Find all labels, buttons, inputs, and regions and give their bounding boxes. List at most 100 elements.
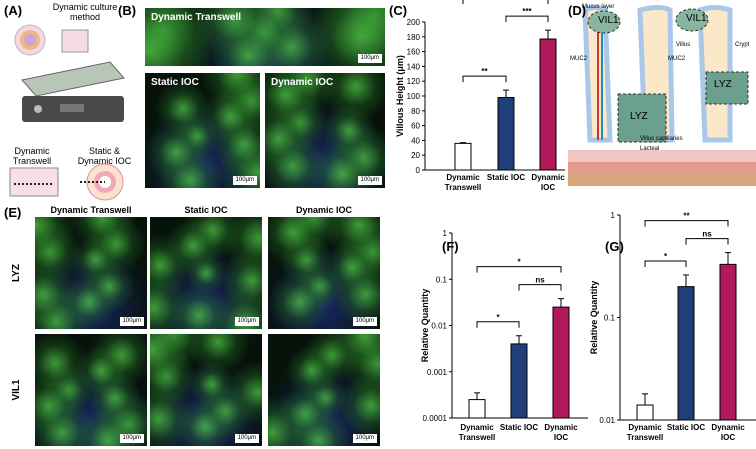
panel-a-title: Dynamic culture method bbox=[52, 2, 118, 22]
scale-bar: 100μm bbox=[234, 317, 259, 326]
significance-bracket bbox=[462, 75, 507, 83]
significance-bracket bbox=[644, 220, 729, 227]
y-tick-label: 0.1 bbox=[604, 314, 616, 323]
image-caption: Dynamic Transwell bbox=[151, 12, 242, 23]
y-tick-label: 0 bbox=[416, 166, 421, 175]
scale-bar: 100μm bbox=[352, 434, 377, 443]
micrograph: 100μm bbox=[268, 334, 380, 446]
significance-label: * bbox=[517, 258, 521, 267]
x-tick-label: Dynamic IOC bbox=[711, 423, 745, 442]
micrograph: 100μm bbox=[150, 217, 262, 329]
diagram-label: Villus bbox=[676, 42, 691, 48]
significance-bracket bbox=[644, 260, 687, 267]
significance-label: *** bbox=[522, 7, 532, 16]
diagram-label: Mucus layer bbox=[582, 4, 615, 10]
significance-bracket bbox=[518, 284, 562, 291]
panel-a-label: Static & Dynamic IOC bbox=[77, 146, 132, 166]
diagram-label: Crypt bbox=[735, 42, 750, 48]
y-tick-label: 1 bbox=[443, 229, 448, 238]
scale-bar: 100μm bbox=[357, 54, 382, 63]
bar bbox=[677, 286, 695, 421]
micrograph: Dynamic IOC 100μm bbox=[265, 73, 385, 188]
scale-bar: 100μm bbox=[232, 176, 257, 185]
significance-label: ** bbox=[683, 212, 690, 221]
bar bbox=[510, 343, 528, 419]
diagram-label: LYZ bbox=[714, 79, 732, 90]
diagram-label: VIL1 bbox=[598, 15, 619, 26]
significance-bracket bbox=[462, 0, 549, 5]
panel-label: (D) bbox=[568, 3, 587, 18]
micrograph: Dynamic Transwell 100μm bbox=[145, 8, 385, 66]
scale-bar: 100μm bbox=[119, 317, 144, 326]
panel-label: (G) bbox=[605, 239, 624, 254]
scale-bar: 100μm bbox=[234, 434, 259, 443]
y-tick-label: 40 bbox=[411, 136, 420, 145]
panel-label: (B) bbox=[118, 3, 137, 18]
y-tick-label: 60 bbox=[411, 122, 420, 131]
panel-d-drawings bbox=[568, 0, 756, 190]
y-tick-label: 140 bbox=[407, 62, 421, 71]
panel-label: (F) bbox=[442, 239, 459, 254]
y-tick-label: 0.0001 bbox=[423, 414, 448, 423]
significance-label: * bbox=[664, 252, 668, 261]
row-label: LYZ bbox=[11, 264, 22, 282]
y-tick-label: 0.01 bbox=[431, 322, 447, 331]
column-header: Static IOC bbox=[184, 205, 228, 215]
x-tick-label: Dynamic Transwell bbox=[458, 423, 496, 442]
diagram-label: Villus capillaries bbox=[640, 136, 683, 142]
significance-bracket bbox=[685, 238, 729, 245]
y-tick-label: 0.01 bbox=[599, 416, 615, 425]
scale-bar: 100μm bbox=[352, 317, 377, 326]
panel-a-drawings bbox=[9, 24, 125, 201]
x-tick-label: Dynamic Transwell bbox=[444, 173, 482, 192]
y-tick-label: 1 bbox=[611, 211, 616, 220]
panel-label: (E) bbox=[4, 205, 22, 220]
y-tick-label: 100 bbox=[407, 92, 421, 101]
image-caption: Static IOC bbox=[151, 77, 199, 88]
y-axis-label: Relative Quantity bbox=[420, 289, 430, 363]
column-header: Dynamic IOC bbox=[295, 205, 353, 215]
significance-bracket bbox=[476, 266, 562, 273]
y-axis-label: Relative Quantity bbox=[589, 281, 599, 355]
y-tick-label: 180 bbox=[407, 33, 421, 42]
bar bbox=[454, 142, 472, 171]
x-tick-label: Static IOC bbox=[486, 173, 526, 182]
x-tick-label: Dynamic IOC bbox=[531, 173, 565, 192]
diagram-label: Lacteal bbox=[640, 146, 660, 152]
y-tick-label: 200 bbox=[407, 18, 421, 27]
bar bbox=[552, 306, 570, 419]
image-caption: Dynamic IOC bbox=[271, 77, 334, 88]
y-tick-label: 0.001 bbox=[427, 368, 448, 377]
bar bbox=[497, 96, 515, 171]
bar bbox=[539, 38, 557, 171]
bar bbox=[719, 263, 737, 421]
bar bbox=[636, 404, 654, 421]
y-tick-label: 160 bbox=[407, 48, 421, 57]
micrograph: 100μm bbox=[150, 334, 262, 446]
significance-label: ** bbox=[481, 67, 488, 76]
y-tick-label: 20 bbox=[411, 151, 420, 160]
y-axis-label: Villous Height (μm) bbox=[395, 55, 405, 137]
row-label: VIL1 bbox=[11, 379, 22, 401]
scale-bar: 100μm bbox=[119, 434, 144, 443]
y-tick-label: 0.1 bbox=[436, 275, 448, 284]
scale-bar: 100μm bbox=[357, 176, 382, 185]
column-header: Dynamic Transwell bbox=[50, 205, 132, 215]
micrograph: 100μm bbox=[35, 217, 147, 329]
x-tick-label: Dynamic Transwell bbox=[626, 423, 664, 442]
x-tick-label: Dynamic IOC bbox=[544, 423, 578, 442]
significance-label: ns bbox=[535, 276, 545, 285]
diagram-label: VIL1 bbox=[686, 13, 707, 24]
y-tick-label: 120 bbox=[407, 77, 421, 86]
panel-label: (C) bbox=[389, 3, 408, 18]
significance-bracket bbox=[476, 321, 520, 328]
bar bbox=[468, 399, 486, 419]
panel-a-label: Dynamic Transwell bbox=[12, 146, 52, 166]
diagram-label: MUC2 bbox=[570, 56, 588, 62]
micrograph: Static IOC 100μm bbox=[145, 73, 260, 188]
significance-label: ns bbox=[702, 230, 712, 239]
micrograph: 100μm bbox=[268, 217, 380, 329]
significance-label: * bbox=[496, 313, 500, 322]
